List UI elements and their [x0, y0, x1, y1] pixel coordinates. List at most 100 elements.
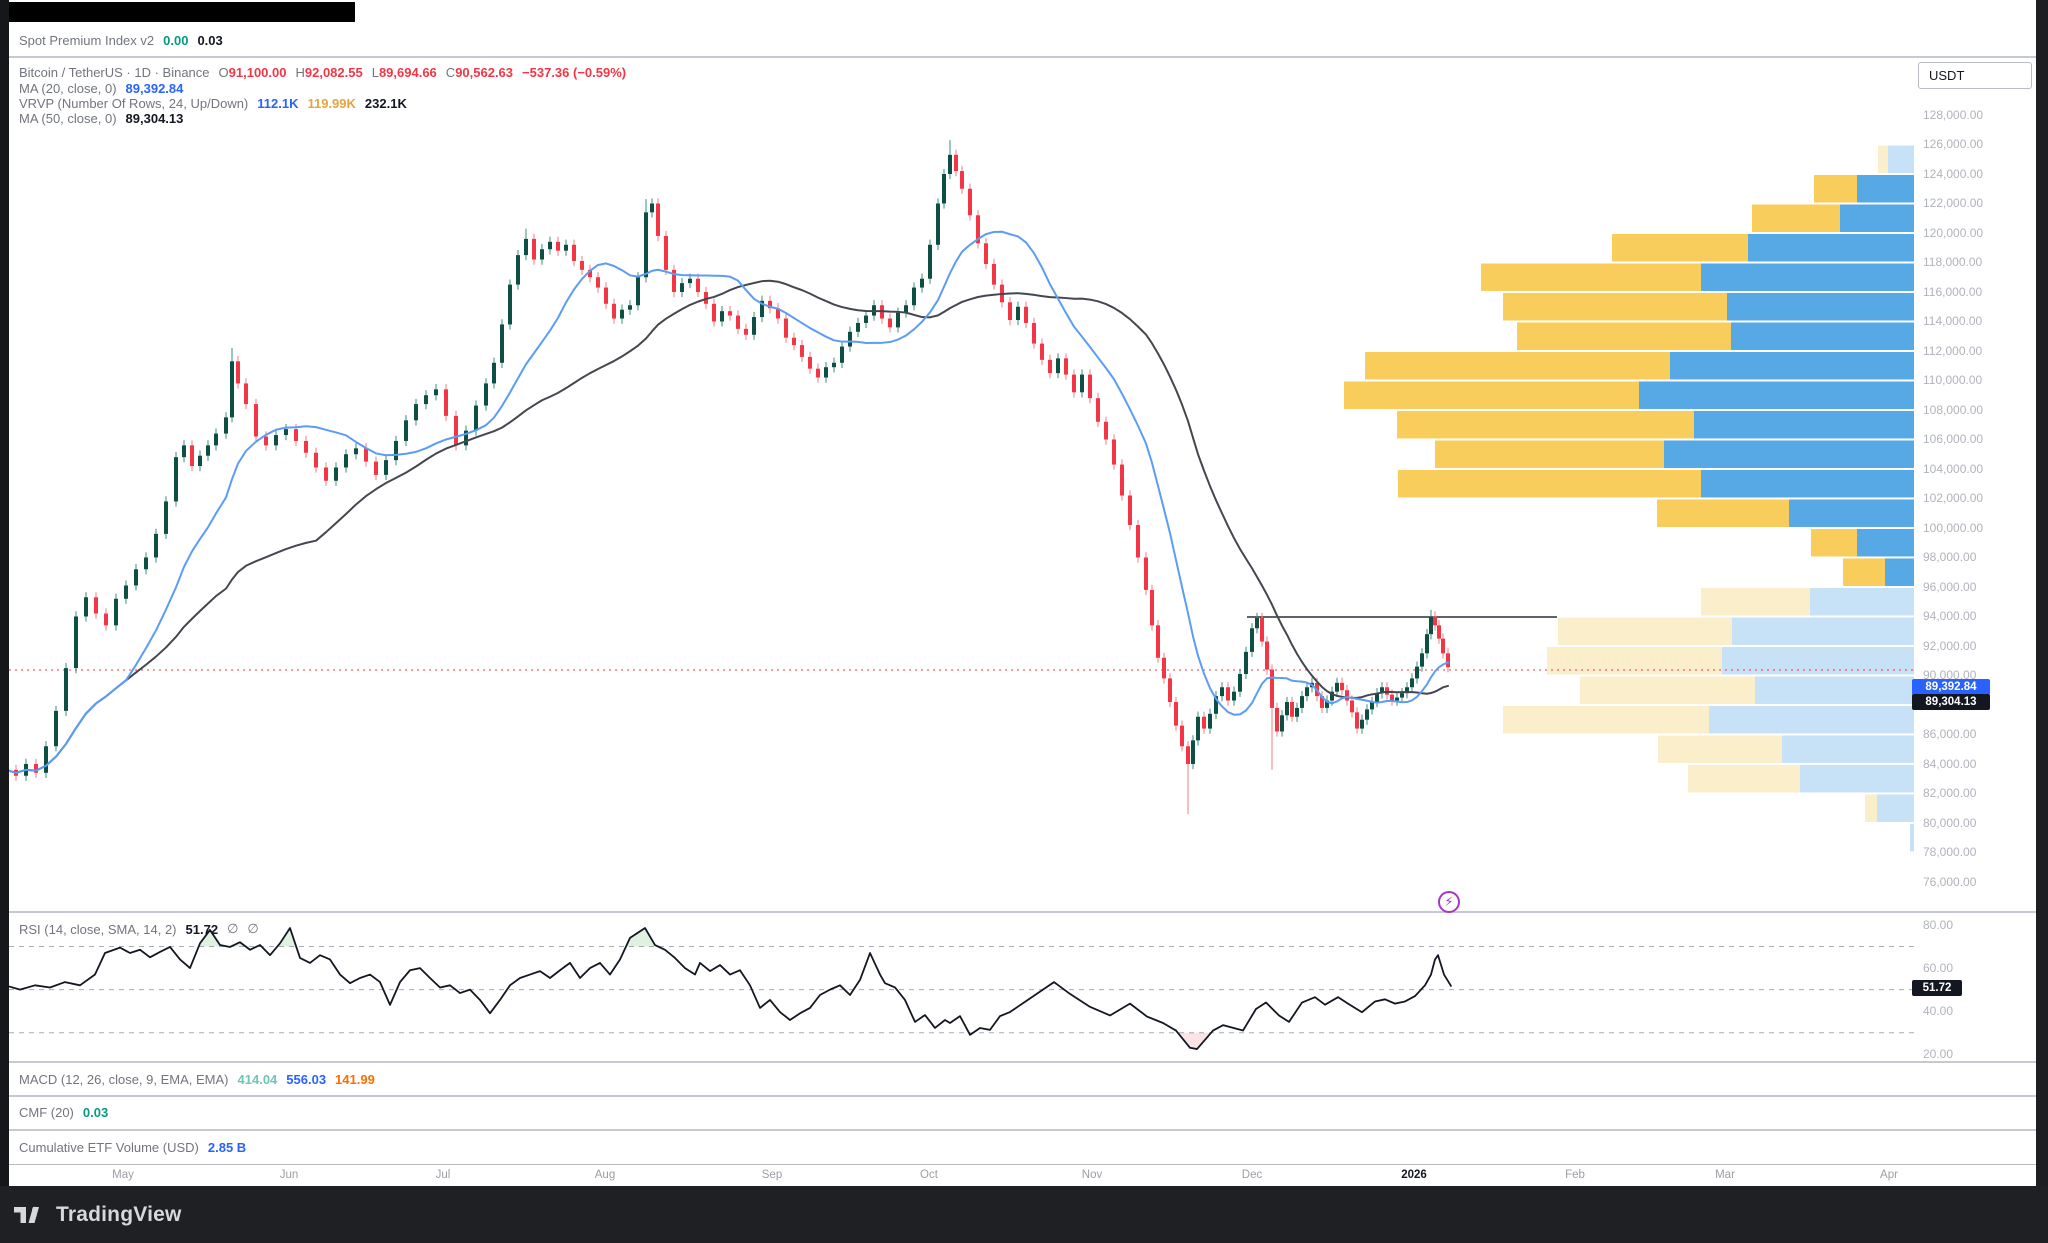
left-toolbar-strip: [0, 0, 9, 1243]
ma20-legend[interactable]: MA (20, close, 0) 89,392.84: [19, 81, 183, 96]
candle-body: [696, 278, 700, 292]
pane-divider[interactable]: [9, 1095, 2036, 1097]
pane-divider[interactable]: [9, 1061, 2036, 1063]
candle-body: [832, 362, 836, 368]
candle-body: [516, 255, 520, 285]
currency-toggle-button[interactable]: USDT: [1918, 62, 2032, 89]
vrvp-bar-up: [1782, 735, 1914, 763]
candle-body: [500, 324, 504, 363]
candle-body: [596, 277, 600, 288]
candle-body: [394, 440, 398, 461]
ma50-legend[interactable]: MA (50, close, 0) 89,304.13: [19, 111, 183, 126]
vrvp-bar-up: [1748, 233, 1914, 262]
price-tick-label: 118,000.00: [1923, 255, 1983, 270]
bottom-bar: TradingView: [0, 1186, 2048, 1243]
currency-label: USDT: [1929, 68, 1965, 83]
lightning-icon[interactable]: ⚡: [1438, 891, 1460, 913]
vrvp-bar-up: [1800, 764, 1914, 793]
change-value: −537.36 (−0.59%): [522, 65, 627, 80]
price-tick-label: 96,000.00: [1923, 579, 1977, 594]
candle-body: [284, 429, 288, 436]
candle-body: [1350, 700, 1354, 713]
spot-premium-legend[interactable]: Spot Premium Index v2 0.00 0.03: [19, 33, 223, 48]
candle-body: [704, 291, 708, 304]
candle-body: [1420, 653, 1424, 667]
time-axis-label: Apr: [1880, 1169, 1898, 1181]
candle-body: [976, 215, 980, 244]
candle-body: [1265, 641, 1269, 670]
candle-body: [864, 315, 868, 323]
price-tick-label: 102,000.00: [1923, 491, 1984, 506]
ma20-label: MA (20, close, 0): [19, 81, 117, 96]
candle-body: [1008, 302, 1012, 321]
pane-divider[interactable]: [9, 1129, 2036, 1131]
etf-volume-legend[interactable]: Cumulative ETF Volume (USD) 2.85 B: [19, 1140, 246, 1155]
candle-body: [792, 337, 796, 346]
candle-body: [1280, 715, 1284, 732]
candle-body: [274, 435, 278, 446]
symbol-title: Bitcoin / TetherUS · 1D · Binance: [19, 65, 210, 80]
candle-body: [304, 440, 308, 453]
candle-body: [144, 557, 148, 570]
vrvp-bar-up: [1670, 351, 1914, 380]
candle-body: [920, 278, 924, 288]
pane-divider[interactable]: [9, 911, 2036, 913]
time-axis[interactable]: May Jun Jul Aug Sep Oct Nov Dec 2026 Feb Mar Apr: [9, 1164, 2036, 1187]
price-tick-label: 98,000.00: [1923, 550, 1977, 565]
price-tick-label: 84,000.00: [1923, 756, 1977, 771]
vrvp-bar-up: [1789, 499, 1914, 527]
rsi-oversold-fill: [968, 1032, 1212, 1050]
candle-body: [1255, 617, 1259, 629]
candle-body: [454, 415, 458, 446]
candle-body: [960, 171, 964, 189]
candle-body: [104, 613, 108, 626]
vrvp-bar-down: [1580, 676, 1755, 704]
vrvp-legend[interactable]: VRVP (Number Of Rows, 24, Up/Down) 112.1…: [19, 96, 407, 111]
candle-body: [540, 249, 544, 260]
pane-divider[interactable]: [9, 56, 2036, 58]
time-axis-label: Sep: [761, 1169, 783, 1181]
price-tick-label: 114,000.00: [1923, 314, 1983, 329]
candle-body: [1048, 359, 1052, 374]
tradingview-logo[interactable]: TradingView: [14, 1203, 182, 1227]
ohlc-high: H92,082.55: [295, 65, 363, 80]
candle-body: [1016, 306, 1020, 321]
candle-body: [434, 389, 438, 396]
candle-body: [1395, 697, 1399, 701]
rsi-legend[interactable]: RSI (14, close, SMA, 14, 2) 51.72 ∅ ∅: [19, 921, 259, 937]
pane-cmf: CMF (20) 0.03: [9, 1097, 2036, 1129]
candle-body: [74, 616, 78, 669]
candle-body: [384, 460, 388, 475]
candle-body: [1202, 716, 1206, 729]
candle-body: [294, 429, 298, 441]
candle-body: [1325, 700, 1329, 708]
candle-body: [984, 243, 988, 264]
candle-body: [580, 261, 584, 270]
time-axis-label: Feb: [1565, 1169, 1585, 1181]
rsi-value: 51.72: [185, 921, 219, 937]
candle-body: [198, 455, 202, 467]
symbol-legend[interactable]: Bitcoin / TetherUS · 1D · Binance O91,10…: [19, 65, 626, 80]
candle-body: [508, 284, 512, 325]
candle-body: [768, 300, 772, 309]
candle-body: [1400, 693, 1404, 698]
rsi-tick-label: 60.00: [1923, 961, 1954, 976]
candle-body: [154, 533, 158, 558]
cmf-legend[interactable]: CMF (20) 0.03: [19, 1105, 108, 1120]
vrvp-bar-up: [1810, 587, 1914, 616]
ohlc-open: O91,100.00: [218, 65, 287, 80]
right-scrollbar[interactable]: [2036, 0, 2048, 1243]
candle-body: [1168, 678, 1172, 703]
price-tick-label: 122,000.00: [1923, 196, 1984, 211]
vrvp-bar-down: [1658, 735, 1782, 763]
macd-legend[interactable]: MACD (12, 26, close, 9, EMA, EMA) 414.04…: [19, 1072, 375, 1087]
price-tick-label: 128,000.00: [1923, 108, 1984, 122]
candle-body: [164, 501, 168, 534]
vrvp-bar-down: [1344, 381, 1639, 409]
candle-body: [244, 383, 248, 405]
candle-body: [404, 420, 408, 441]
ma50-label: MA (50, close, 0): [19, 111, 117, 126]
candle-body: [344, 454, 348, 468]
rsi-tick-label: 80.00: [1923, 918, 1954, 932]
